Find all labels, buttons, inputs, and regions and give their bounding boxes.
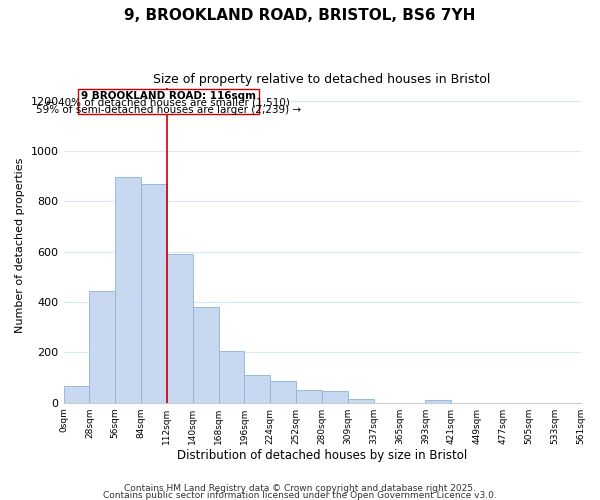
Y-axis label: Number of detached properties: Number of detached properties <box>15 158 25 333</box>
Text: Contains HM Land Registry data © Crown copyright and database right 2025.: Contains HM Land Registry data © Crown c… <box>124 484 476 493</box>
Text: Contains public sector information licensed under the Open Government Licence v3: Contains public sector information licen… <box>103 491 497 500</box>
X-axis label: Distribution of detached houses by size in Bristol: Distribution of detached houses by size … <box>177 450 467 462</box>
Bar <box>141 184 167 402</box>
Bar <box>64 386 89 402</box>
FancyBboxPatch shape <box>78 90 259 114</box>
Text: ← 40% of detached houses are smaller (1,510): ← 40% of detached houses are smaller (1,… <box>46 98 290 108</box>
Bar <box>296 390 322 402</box>
Text: 9, BROOKLAND ROAD, BRISTOL, BS6 7YH: 9, BROOKLAND ROAD, BRISTOL, BS6 7YH <box>124 8 476 22</box>
Bar <box>425 400 451 402</box>
Bar <box>115 178 141 402</box>
Bar <box>167 254 193 402</box>
Bar <box>89 290 115 403</box>
Bar <box>348 399 374 402</box>
Bar <box>322 392 348 402</box>
Bar <box>271 382 296 402</box>
Bar <box>218 351 244 403</box>
Text: 59% of semi-detached houses are larger (2,239) →: 59% of semi-detached houses are larger (… <box>35 105 301 115</box>
Bar <box>193 307 218 402</box>
Title: Size of property relative to detached houses in Bristol: Size of property relative to detached ho… <box>154 72 491 86</box>
Text: 9 BROOKLAND ROAD: 116sqm: 9 BROOKLAND ROAD: 116sqm <box>81 90 256 101</box>
Bar <box>244 375 271 402</box>
